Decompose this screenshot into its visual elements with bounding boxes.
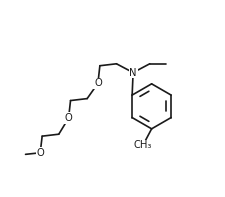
Text: N: N (129, 68, 137, 78)
Text: CH₃: CH₃ (134, 140, 152, 151)
Text: O: O (36, 148, 44, 158)
Text: O: O (65, 113, 72, 123)
Text: O: O (94, 78, 102, 88)
